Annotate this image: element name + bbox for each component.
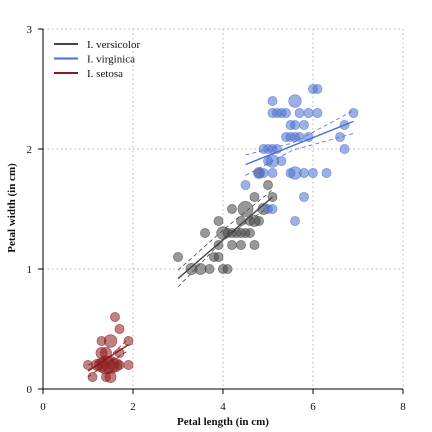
data-point (200, 228, 209, 237)
data-points (83, 84, 358, 382)
x-tick-label: 6 (310, 401, 316, 413)
data-point (295, 108, 304, 117)
data-point (349, 108, 358, 117)
data-point (227, 204, 236, 213)
data-point (115, 360, 124, 369)
y-tick-label: 1 (27, 264, 33, 276)
data-point (223, 264, 232, 273)
data-point (289, 95, 302, 108)
data-point (104, 335, 117, 348)
data-point (124, 336, 133, 345)
data-point (214, 252, 223, 261)
y-tick-label: 3 (27, 24, 33, 36)
data-point (268, 192, 277, 201)
x-tick-label: 8 (400, 401, 406, 413)
data-point (214, 216, 223, 225)
x-tick-label: 0 (40, 401, 46, 413)
data-point (259, 168, 268, 177)
x-tick-label: 4 (220, 401, 226, 413)
data-point (238, 201, 253, 216)
data-point (195, 263, 206, 274)
data-point (277, 156, 286, 165)
data-point (304, 132, 313, 141)
x-tick-label: 2 (130, 401, 136, 413)
data-point (335, 132, 344, 141)
data-point (268, 204, 277, 213)
data-point (115, 324, 124, 333)
data-point (254, 216, 263, 225)
legend-label: I. setosa (87, 68, 123, 80)
data-point (245, 228, 254, 237)
data-point (88, 372, 97, 381)
data-point (308, 168, 317, 177)
data-point (340, 120, 349, 129)
data-point (268, 168, 277, 177)
data-point (299, 120, 308, 129)
data-point (299, 192, 308, 201)
data-point (110, 312, 119, 321)
data-point (263, 180, 272, 189)
data-point (299, 168, 308, 177)
data-point (236, 216, 245, 225)
data-point (124, 360, 133, 369)
data-point (236, 240, 245, 249)
data-point (241, 180, 250, 189)
legend-label: I. versicolor (87, 39, 140, 51)
legend: I. versicolor I. virginica I. setosa (54, 39, 140, 80)
legend-label: I. virginica (87, 54, 135, 66)
data-point (290, 120, 299, 129)
data-point (205, 264, 214, 273)
data-point (295, 132, 304, 141)
x-axis-title: Petal length (in cm) (177, 416, 269, 428)
data-point (313, 84, 322, 93)
data-point (250, 240, 259, 249)
data-point (313, 108, 322, 117)
y-tick-label: 2 (27, 144, 33, 156)
data-point (340, 144, 349, 153)
data-point (214, 240, 223, 249)
data-point (250, 192, 259, 201)
data-point (227, 240, 236, 249)
y-axis-title: Petal width (in cm) (6, 163, 18, 253)
data-point (268, 96, 277, 105)
data-point (322, 168, 331, 177)
grid-lines (43, 29, 403, 389)
data-point (281, 108, 290, 117)
data-point (115, 348, 124, 357)
data-point (304, 108, 313, 117)
data-point (173, 252, 182, 261)
fit-line (246, 121, 354, 164)
y-tick-label: 0 (27, 384, 33, 396)
data-point (272, 144, 281, 153)
data-point (290, 216, 299, 225)
